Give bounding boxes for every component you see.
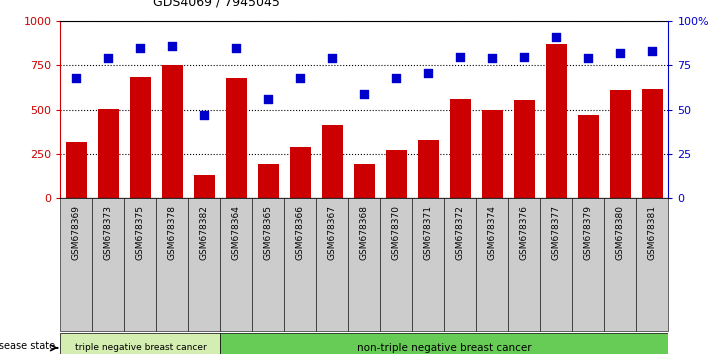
Point [518, 54, 530, 59]
Bar [636, 198, 668, 331]
Bar [348, 198, 380, 331]
Bar [188, 198, 220, 331]
Bar [386, 149, 407, 198]
Bar [578, 115, 599, 198]
Text: triple negative breast cancer: triple negative breast cancer [75, 343, 206, 352]
Text: GDS4069 / 7945045: GDS4069 / 7945045 [153, 0, 279, 9]
Text: GSM678365: GSM678365 [264, 205, 273, 260]
Bar [508, 198, 540, 331]
Text: GSM678371: GSM678371 [424, 205, 433, 260]
Point [391, 75, 402, 81]
Text: GSM678364: GSM678364 [232, 205, 241, 260]
Bar [476, 198, 508, 331]
Bar [450, 99, 471, 198]
Text: GSM678379: GSM678379 [584, 205, 593, 260]
Point [135, 45, 146, 51]
Bar [604, 198, 636, 331]
Point [358, 91, 370, 97]
Bar [642, 88, 663, 198]
Bar [162, 65, 183, 198]
Text: GSM678366: GSM678366 [296, 205, 305, 260]
Point [198, 112, 210, 118]
Bar [130, 77, 151, 198]
Text: disease state: disease state [0, 341, 55, 351]
Bar [252, 198, 284, 331]
Text: non-triple negative breast cancer: non-triple negative breast cancer [357, 343, 532, 353]
Bar [444, 198, 476, 331]
Text: GSM678377: GSM678377 [552, 205, 561, 260]
Point [486, 56, 498, 61]
Point [583, 56, 594, 61]
Text: GSM678370: GSM678370 [392, 205, 401, 260]
Bar [482, 110, 503, 198]
Text: GSM678381: GSM678381 [648, 205, 657, 260]
Bar [92, 198, 124, 331]
Bar [546, 44, 567, 198]
Point [550, 34, 562, 40]
Bar [60, 198, 92, 331]
Text: GSM678368: GSM678368 [360, 205, 369, 260]
Point [103, 56, 114, 61]
Bar [220, 333, 668, 354]
Point [262, 96, 274, 102]
Bar [124, 198, 156, 331]
Bar [284, 198, 316, 331]
Bar [60, 333, 220, 354]
Text: GSM678369: GSM678369 [72, 205, 81, 260]
Text: GSM678378: GSM678378 [168, 205, 177, 260]
Bar [220, 198, 252, 331]
Bar [98, 109, 119, 198]
Bar [418, 140, 439, 198]
Point [326, 56, 338, 61]
Bar [354, 164, 375, 198]
Text: GSM678374: GSM678374 [488, 205, 497, 260]
Bar [226, 78, 247, 198]
Bar [316, 198, 348, 331]
Text: GSM678372: GSM678372 [456, 205, 465, 260]
Text: GSM678367: GSM678367 [328, 205, 337, 260]
Text: GSM678375: GSM678375 [136, 205, 145, 260]
Bar [290, 147, 311, 198]
Point [71, 75, 82, 81]
Bar [540, 198, 572, 331]
Bar [514, 100, 535, 198]
Point [294, 75, 306, 81]
Text: GSM678373: GSM678373 [104, 205, 113, 260]
Point [614, 50, 626, 56]
Bar [572, 198, 604, 331]
Point [647, 48, 658, 54]
Bar [66, 143, 87, 198]
Text: GSM678376: GSM678376 [520, 205, 529, 260]
Point [166, 43, 178, 49]
Point [455, 54, 466, 59]
Bar [194, 175, 215, 198]
Text: GSM678380: GSM678380 [616, 205, 625, 260]
Bar [258, 164, 279, 198]
Text: GSM678382: GSM678382 [200, 205, 209, 260]
Point [422, 70, 434, 75]
Point [230, 45, 242, 51]
Bar [322, 125, 343, 198]
Bar [610, 90, 631, 198]
Bar [412, 198, 444, 331]
Bar [380, 198, 412, 331]
Bar [156, 198, 188, 331]
